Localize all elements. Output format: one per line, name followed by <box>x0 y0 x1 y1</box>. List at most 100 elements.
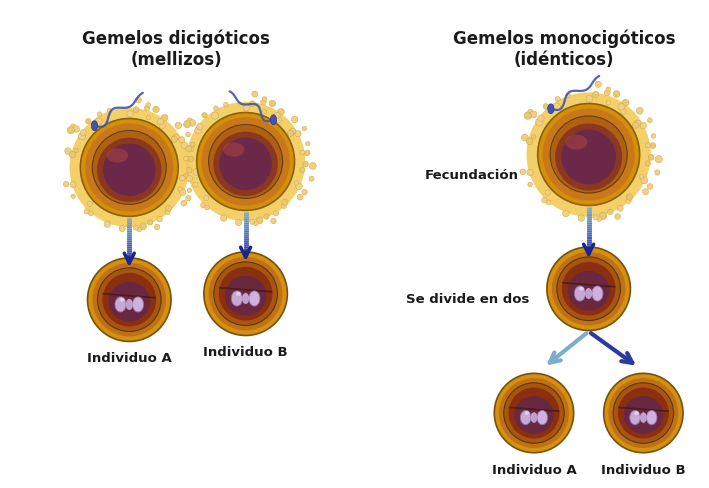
Circle shape <box>606 101 610 105</box>
Circle shape <box>545 190 550 196</box>
Ellipse shape <box>514 396 554 434</box>
Circle shape <box>186 176 192 183</box>
Circle shape <box>648 155 654 161</box>
Ellipse shape <box>603 374 683 453</box>
Circle shape <box>195 127 202 135</box>
Ellipse shape <box>548 104 554 115</box>
Ellipse shape <box>103 144 155 197</box>
Ellipse shape <box>547 247 630 331</box>
Circle shape <box>593 92 599 98</box>
Ellipse shape <box>196 113 294 211</box>
Circle shape <box>186 168 192 174</box>
Circle shape <box>174 135 179 141</box>
Circle shape <box>165 210 170 215</box>
Circle shape <box>306 142 310 146</box>
Ellipse shape <box>208 125 283 199</box>
Circle shape <box>295 131 301 138</box>
Text: Individuo B: Individuo B <box>203 346 288 359</box>
Circle shape <box>527 110 533 115</box>
Circle shape <box>253 222 258 226</box>
Circle shape <box>133 225 138 231</box>
Ellipse shape <box>80 119 178 217</box>
Circle shape <box>107 109 112 114</box>
Circle shape <box>626 194 632 201</box>
Circle shape <box>647 184 653 190</box>
Circle shape <box>179 176 185 182</box>
Circle shape <box>187 189 191 193</box>
Circle shape <box>535 119 543 126</box>
Circle shape <box>647 119 652 123</box>
Circle shape <box>179 137 185 143</box>
Circle shape <box>181 201 186 206</box>
Circle shape <box>191 143 195 147</box>
Ellipse shape <box>579 287 584 291</box>
Circle shape <box>137 227 142 232</box>
Circle shape <box>618 206 623 212</box>
Ellipse shape <box>97 138 162 203</box>
Circle shape <box>645 162 650 167</box>
Circle shape <box>649 143 656 149</box>
Ellipse shape <box>542 109 635 201</box>
Circle shape <box>289 130 295 136</box>
Circle shape <box>205 205 210 210</box>
Circle shape <box>202 113 207 119</box>
Circle shape <box>193 169 200 176</box>
Ellipse shape <box>592 286 603 302</box>
Circle shape <box>187 119 192 123</box>
Circle shape <box>636 108 643 115</box>
Ellipse shape <box>115 297 126 312</box>
Circle shape <box>171 137 177 143</box>
Circle shape <box>626 199 631 204</box>
Circle shape <box>542 198 547 203</box>
Ellipse shape <box>242 293 249 305</box>
Ellipse shape <box>562 263 615 316</box>
Ellipse shape <box>527 93 651 217</box>
Circle shape <box>264 214 269 220</box>
Circle shape <box>290 129 296 135</box>
Text: Se divide en dos: Se divide en dos <box>406 293 529 305</box>
Text: Gemelos monocigóticos
(idénticos): Gemelos monocigóticos (idénticos) <box>452 29 675 68</box>
Ellipse shape <box>613 383 674 444</box>
Circle shape <box>196 124 203 130</box>
Circle shape <box>586 96 593 103</box>
Ellipse shape <box>520 410 531 425</box>
Circle shape <box>294 182 298 186</box>
Ellipse shape <box>568 271 610 311</box>
Circle shape <box>300 168 305 173</box>
Ellipse shape <box>219 138 272 191</box>
Circle shape <box>618 104 625 111</box>
Text: Gemelos dicigóticos
(mellizos): Gemelos dicigóticos (mellizos) <box>82 29 270 68</box>
Circle shape <box>211 113 218 120</box>
Circle shape <box>186 196 191 202</box>
Circle shape <box>521 135 528 142</box>
Circle shape <box>146 116 150 121</box>
Circle shape <box>119 226 125 232</box>
Circle shape <box>281 200 288 206</box>
Ellipse shape <box>647 410 657 425</box>
Circle shape <box>291 117 298 123</box>
Circle shape <box>599 213 607 220</box>
Ellipse shape <box>106 149 128 163</box>
Circle shape <box>153 107 160 113</box>
Circle shape <box>140 224 147 230</box>
Circle shape <box>184 174 189 179</box>
Circle shape <box>641 178 648 184</box>
Ellipse shape <box>87 258 171 342</box>
Circle shape <box>276 118 281 123</box>
Circle shape <box>67 127 74 135</box>
Ellipse shape <box>97 268 161 332</box>
Ellipse shape <box>574 286 586 302</box>
Ellipse shape <box>85 124 174 212</box>
Ellipse shape <box>270 116 277 125</box>
Ellipse shape <box>525 411 530 415</box>
Ellipse shape <box>108 282 150 322</box>
Ellipse shape <box>249 291 260 306</box>
Circle shape <box>273 211 279 217</box>
Circle shape <box>634 122 640 127</box>
Circle shape <box>155 225 160 230</box>
Ellipse shape <box>214 263 277 326</box>
Circle shape <box>71 124 76 130</box>
Ellipse shape <box>555 124 623 191</box>
Circle shape <box>520 170 525 175</box>
Circle shape <box>595 82 601 88</box>
